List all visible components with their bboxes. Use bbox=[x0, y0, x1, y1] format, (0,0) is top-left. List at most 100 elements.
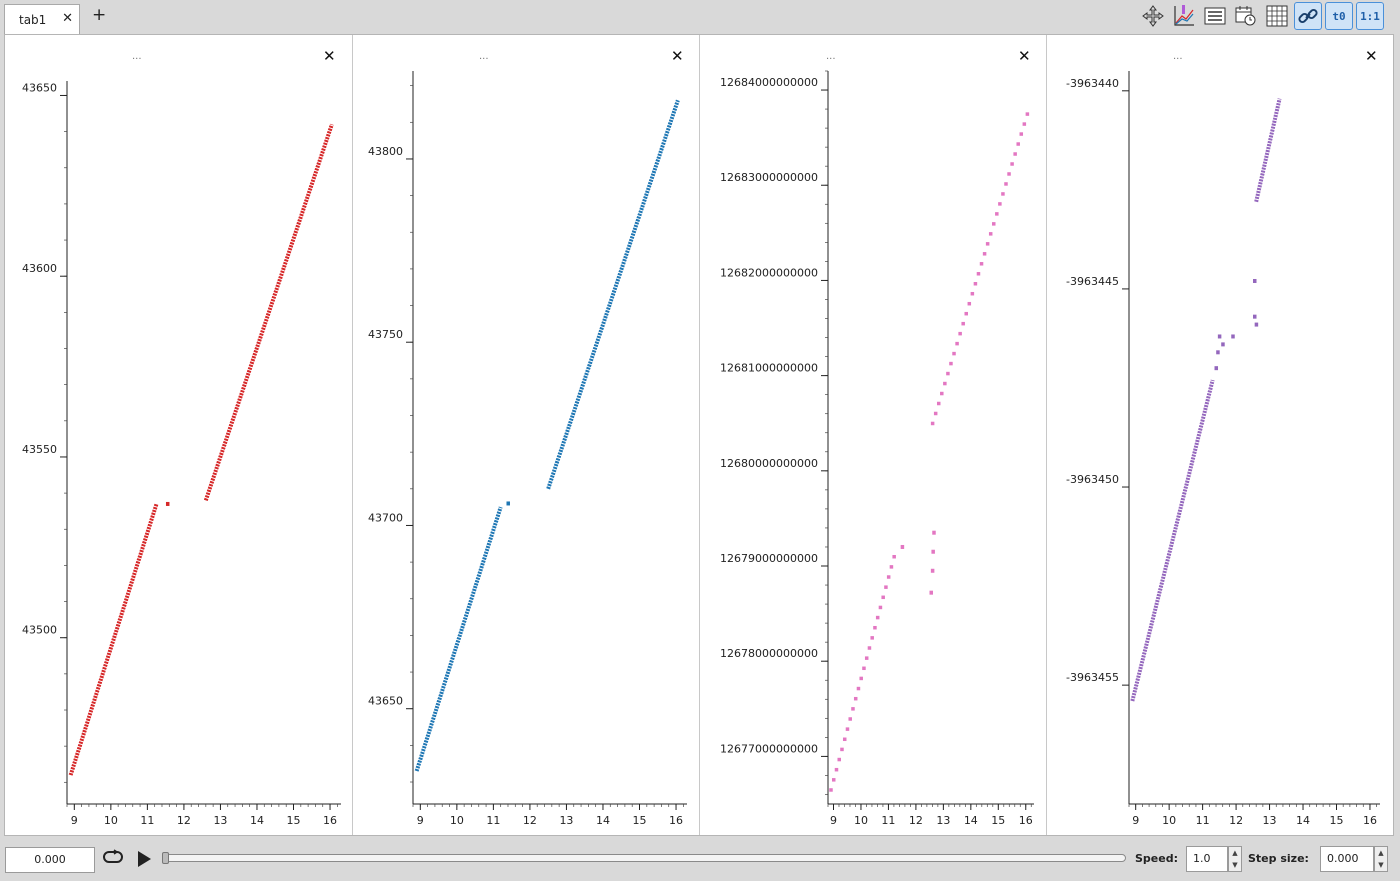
data-point bbox=[1231, 334, 1235, 339]
speed-input[interactable]: 1.0 bbox=[1186, 846, 1228, 872]
data-point bbox=[970, 291, 975, 296]
data-point bbox=[873, 625, 877, 630]
data-point bbox=[165, 501, 170, 506]
x-tick-label: 9 bbox=[71, 814, 78, 827]
plot-panel-4: ... ✕ 9 10 11 12 13 14 15 16 -3963440 -3963445 -39… bbox=[1047, 35, 1393, 835]
x-tick-label: 12 bbox=[177, 814, 191, 827]
data-point bbox=[932, 530, 936, 535]
y-tick-label: 12684000000000 bbox=[720, 76, 818, 89]
series-line bbox=[546, 99, 680, 490]
x-tick-label: 9 bbox=[1132, 814, 1139, 827]
speed-spinner-arrows[interactable]: ▲ ▼ bbox=[1228, 846, 1242, 872]
panel-close-icon[interactable]: ✕ bbox=[1018, 47, 1031, 65]
data-point bbox=[1217, 334, 1222, 339]
data-point bbox=[985, 242, 990, 246]
data-point bbox=[1216, 350, 1220, 355]
y-tick-label: 12681000000000 bbox=[720, 362, 818, 375]
data-point bbox=[940, 391, 944, 396]
series-line bbox=[414, 506, 503, 772]
data-point bbox=[1016, 142, 1020, 146]
data-point bbox=[933, 411, 938, 416]
tab-close-icon[interactable]: ✕ bbox=[62, 11, 73, 26]
x-tick-label: 10 bbox=[450, 814, 464, 827]
loop-icon[interactable] bbox=[102, 849, 124, 869]
x-tick-label: 12 bbox=[909, 814, 923, 827]
data-point bbox=[992, 222, 996, 226]
y-tick-label: 12678000000000 bbox=[720, 647, 818, 660]
data-point bbox=[955, 341, 959, 346]
data-point bbox=[848, 717, 852, 721]
y-tick-label: 43700 bbox=[368, 511, 403, 524]
y-tick-label: 12680000000000 bbox=[720, 457, 818, 470]
toolbar: t0 1:1 bbox=[1139, 2, 1384, 30]
speed-label: Speed: bbox=[1135, 852, 1178, 865]
plot-icon[interactable] bbox=[1170, 2, 1198, 30]
panel-close-icon[interactable]: ✕ bbox=[671, 47, 684, 65]
y-tick-label: 12677000000000 bbox=[720, 742, 818, 755]
plot-panel-3: ... ✕ 9 10 11 12 13 14 15 16 12677000000000 12678… bbox=[700, 35, 1047, 835]
data-point bbox=[886, 575, 891, 579]
t0-icon[interactable]: t0 bbox=[1325, 2, 1353, 30]
x-tick-label: 14 bbox=[1296, 814, 1310, 827]
data-point bbox=[943, 381, 947, 386]
x-tick-label: 12 bbox=[1229, 814, 1243, 827]
add-tab-button[interactable]: + bbox=[92, 5, 107, 25]
data-point bbox=[889, 565, 894, 569]
x-tick-label: 11 bbox=[140, 814, 154, 827]
move-icon[interactable] bbox=[1139, 2, 1167, 30]
step-spinner-arrows[interactable]: ▲ ▼ bbox=[1374, 846, 1388, 872]
data-point bbox=[842, 737, 847, 742]
list-icon[interactable] bbox=[1201, 2, 1229, 30]
x-tick-label: 14 bbox=[964, 814, 978, 827]
data-point bbox=[988, 232, 993, 236]
x-tick-label: 13 bbox=[936, 814, 950, 827]
data-point bbox=[964, 311, 968, 316]
y-tick-label: 12682000000000 bbox=[720, 266, 818, 279]
x-tick-label: 15 bbox=[1329, 814, 1343, 827]
time-slider[interactable] bbox=[162, 852, 1126, 864]
chart-1: 9 10 11 12 13 14 15 16 43500 43550 43600 43650 bbox=[22, 81, 341, 827]
x-tick-label: 13 bbox=[1263, 814, 1277, 827]
y-tick-label: -3963440 bbox=[1066, 77, 1119, 90]
panel-title: ... bbox=[826, 51, 836, 62]
ratio-label: 1:1 bbox=[1360, 9, 1380, 23]
x-tick-label: 12 bbox=[523, 814, 537, 827]
x-tick-label: 9 bbox=[830, 814, 837, 827]
data-point bbox=[930, 421, 935, 426]
data-point bbox=[1010, 162, 1014, 166]
tab-label: tab1 bbox=[19, 13, 47, 27]
panel-close-icon[interactable]: ✕ bbox=[323, 47, 336, 65]
data-point bbox=[1013, 152, 1017, 156]
data-point bbox=[936, 401, 941, 406]
one-to-one-icon[interactable]: 1:1 bbox=[1356, 2, 1384, 30]
plot-panel-1: ... ✕ 9 10 11 12 13 14 15 16 43500 43550 43600 4365… bbox=[5, 35, 353, 835]
play-icon[interactable] bbox=[136, 850, 152, 872]
x-tick-label: 13 bbox=[213, 814, 227, 827]
data-point bbox=[1019, 132, 1024, 136]
data-point bbox=[878, 605, 883, 610]
x-tick-label: 11 bbox=[881, 814, 895, 827]
data-point bbox=[995, 212, 999, 216]
x-tick-label: 15 bbox=[991, 814, 1005, 827]
x-tick-label: 10 bbox=[1162, 814, 1176, 827]
y-tick-label: 43600 bbox=[22, 262, 57, 275]
data-point bbox=[976, 272, 981, 276]
panel-close-icon[interactable]: ✕ bbox=[1365, 47, 1378, 65]
step-size-input[interactable]: 0.000 bbox=[1320, 846, 1374, 872]
playback-bar: 0.000 Speed: 1.0 ▲ ▼ Step size: 0.000 ▲ ▼ bbox=[0, 838, 1400, 881]
tab-tab1[interactable]: tab1 ✕ bbox=[4, 4, 80, 34]
x-tick-label: 14 bbox=[596, 814, 610, 827]
data-point bbox=[837, 757, 841, 762]
data-point bbox=[862, 666, 866, 671]
chart-4: 9 10 11 12 13 14 15 16 -3963440 -3963445 -3963450 -… bbox=[1066, 71, 1380, 827]
y-tick-label: 43750 bbox=[368, 328, 403, 341]
grid-icon[interactable] bbox=[1263, 2, 1291, 30]
link-icon[interactable] bbox=[1294, 2, 1322, 30]
x-tick-label: 16 bbox=[1363, 814, 1377, 827]
data-point bbox=[1001, 192, 1005, 196]
data-point bbox=[870, 636, 874, 640]
calendar-icon[interactable] bbox=[1232, 2, 1260, 30]
data-point bbox=[845, 727, 850, 731]
time-input[interactable]: 0.000 bbox=[5, 847, 95, 873]
slider-handle[interactable] bbox=[162, 852, 169, 864]
